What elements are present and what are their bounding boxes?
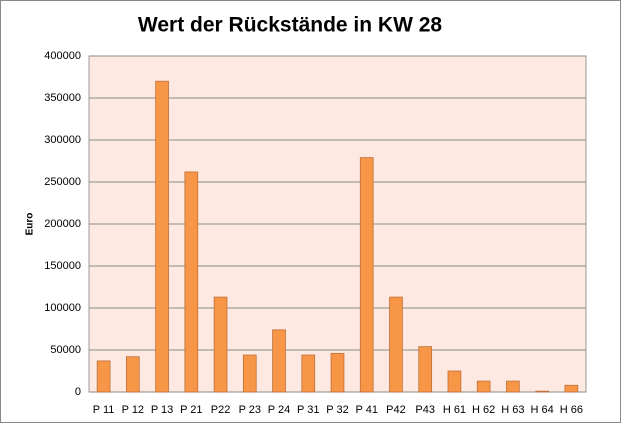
- x-tick-label: P 21: [180, 404, 202, 416]
- y-tick-label: 350000: [44, 92, 81, 104]
- bar: [96, 360, 111, 393]
- y-tick-label: 400000: [44, 50, 81, 62]
- y-tick-label: 200000: [44, 218, 81, 230]
- x-tick-label: H 62: [472, 404, 495, 416]
- bar: [418, 346, 433, 393]
- bar: [476, 380, 491, 393]
- x-tick-label: P 13: [151, 404, 173, 416]
- bar: [242, 354, 257, 393]
- y-tick-label: 150000: [44, 260, 81, 272]
- bar: [330, 352, 345, 393]
- x-tick-label: P 23: [239, 404, 261, 416]
- bar: [389, 296, 403, 393]
- x-tick-label: H 61: [443, 404, 466, 416]
- bar: [155, 80, 169, 393]
- bar: [272, 329, 286, 393]
- x-tick-label: P 12: [122, 404, 144, 416]
- x-tick-label: P22: [211, 404, 231, 416]
- y-tick-label: 0: [75, 386, 81, 398]
- chart-title: Wert der Rückstände in KW 28: [138, 14, 443, 37]
- y-axis-label: Euro: [25, 213, 36, 236]
- x-tick-label: P 24: [268, 404, 290, 416]
- x-tick-label: H 63: [501, 404, 524, 416]
- x-tick-label: H 66: [560, 404, 583, 416]
- bar: [359, 157, 374, 393]
- x-tick-label: P43: [415, 404, 435, 416]
- bar: [447, 370, 462, 393]
- y-tick-label: 300000: [44, 134, 81, 146]
- x-tick-label: P 41: [356, 404, 378, 416]
- x-tick-label: H 64: [531, 404, 554, 416]
- bar: [506, 380, 520, 393]
- x-tick-label: P 31: [297, 404, 319, 416]
- bar: [184, 171, 199, 393]
- x-tick-label: P 32: [326, 404, 348, 416]
- bar: [126, 356, 140, 393]
- y-tick-label: 250000: [44, 176, 81, 188]
- bar: [213, 296, 228, 393]
- y-tick-label: 100000: [44, 302, 81, 314]
- bar: [301, 354, 316, 393]
- bar: [564, 384, 579, 393]
- x-tick-label: P 11: [93, 404, 115, 416]
- y-tick-label: 50000: [50, 344, 81, 356]
- x-tick-label: P42: [386, 404, 406, 416]
- bar: [535, 390, 549, 393]
